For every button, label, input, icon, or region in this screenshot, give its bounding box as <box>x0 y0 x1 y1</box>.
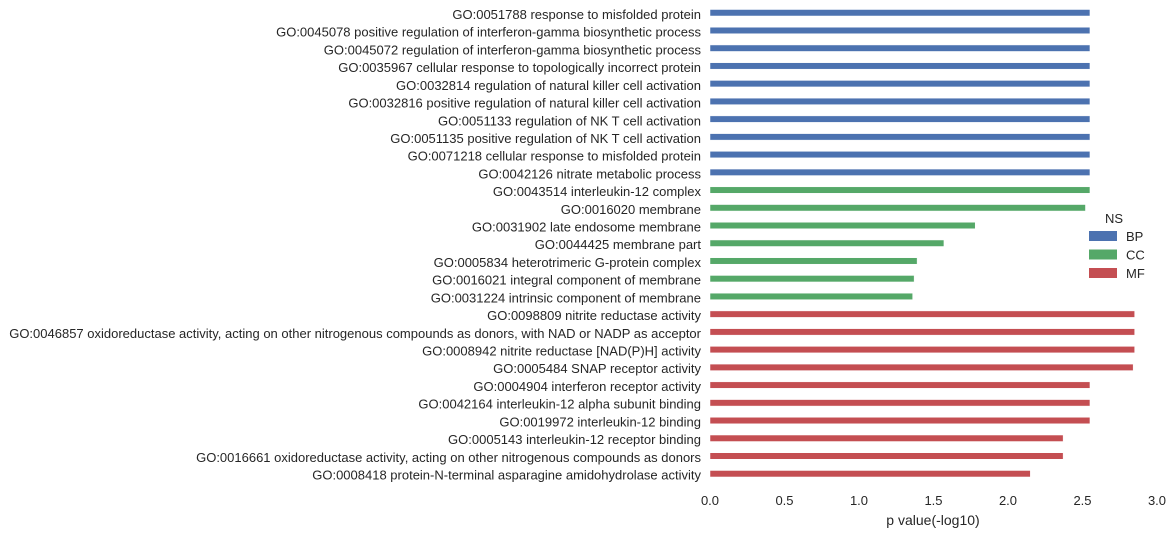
x-tick-label: 2.0 <box>999 493 1017 508</box>
category-label: GO:0004904 interferon receptor activity <box>473 379 701 394</box>
category-label: GO:0008942 nitrite reductase [NAD(P)H] a… <box>422 343 701 358</box>
x-tick-label: 0.5 <box>775 493 793 508</box>
bar-bp <box>709 168 1091 176</box>
category-label: GO:0035967 cellular response to topologi… <box>338 60 701 75</box>
category-label: GO:0043514 interleukin-12 complex <box>493 184 702 199</box>
legend-swatch-mf <box>1089 268 1117 278</box>
bar-mf <box>709 346 1135 354</box>
category-label: GO:0045078 positive regulation of interf… <box>276 25 701 40</box>
category-label: GO:0008418 protein-N-terminal asparagine… <box>312 467 701 482</box>
category-label: GO:0098809 nitrite reductase activity <box>487 308 701 323</box>
legend-swatch-cc <box>1089 249 1117 260</box>
bar-bp <box>709 62 1091 70</box>
bars-layer <box>709 9 1135 478</box>
legend-swatch-bp <box>1089 231 1117 241</box>
legend-label-bp: BP <box>1126 229 1143 244</box>
legend-label-cc: CC <box>1126 248 1145 263</box>
bar-mf <box>709 328 1135 336</box>
category-label: GO:0005484 SNAP receptor activity <box>493 361 701 376</box>
x-tick-label: 1.0 <box>850 493 868 508</box>
category-label: GO:0042126 nitrate metabolic process <box>478 166 701 181</box>
category-label: GO:0016020 membrane <box>561 202 701 217</box>
category-label: GO:0032816 positive regulation of natura… <box>348 96 701 111</box>
category-label: GO:0051788 response to misfolded protein <box>452 7 701 22</box>
category-label: GO:0031902 late endosome membrane <box>472 220 701 235</box>
x-tick-label: 0.0 <box>701 493 719 508</box>
bar-cc <box>709 257 918 265</box>
bar-bp <box>709 26 1091 34</box>
category-labels: GO:0051788 response to misfolded protein… <box>9 7 701 482</box>
bar-mf <box>709 310 1135 318</box>
bar-mf <box>709 452 1064 460</box>
bar-cc <box>709 204 1086 212</box>
bar-bp <box>709 133 1091 141</box>
bar-cc <box>709 186 1091 194</box>
bar-bp <box>709 9 1091 17</box>
legend: NS BP CC MF <box>1089 211 1145 281</box>
bar-mf <box>709 399 1091 407</box>
x-axis-ticks: 0.0 0.5 1.0 1.5 2.0 2.5 3.0 <box>701 493 1166 508</box>
category-label: GO:0071218 cellular response to misfolde… <box>408 149 701 164</box>
category-label: GO:0046857 oxidoreductase activity, acti… <box>9 326 701 341</box>
bar-bp <box>709 97 1091 105</box>
category-label: GO:0051135 positive regulation of NK T c… <box>390 131 701 146</box>
bar-cc <box>709 222 976 230</box>
legend-label-mf: MF <box>1126 266 1145 281</box>
category-label: GO:0005143 interleukin-12 receptor bindi… <box>448 432 701 447</box>
category-label: GO:0045072 regulation of interferon-gamm… <box>324 42 702 57</box>
bar-cc <box>709 292 913 300</box>
category-label: GO:0019972 interleukin-12 binding <box>499 414 701 429</box>
bar-mf <box>709 470 1031 478</box>
x-tick-label: 3.0 <box>1148 493 1166 508</box>
bar-bp <box>709 80 1091 88</box>
bar-bp <box>709 44 1091 52</box>
category-label: GO:0051133 regulation of NK T cell activ… <box>438 113 701 128</box>
x-axis-title: p value(-log10) <box>886 512 979 528</box>
category-label: GO:0031224 intrinsic component of membra… <box>431 290 701 305</box>
category-label: GO:0016021 integral component of membran… <box>432 273 701 288</box>
bar-mf <box>709 363 1134 371</box>
bar-mf <box>709 381 1091 389</box>
category-label: GO:0016661 oxidoreductase activity, acti… <box>196 450 701 465</box>
x-tick-label: 2.5 <box>1073 493 1091 508</box>
category-label: GO:0042164 interleukin-12 alpha subunit … <box>418 397 701 412</box>
category-label: GO:0032814 regulation of natural killer … <box>396 78 701 93</box>
category-label: GO:0044425 membrane part <box>535 237 702 252</box>
bar-bp <box>709 151 1091 159</box>
bar-mf <box>709 434 1064 442</box>
bar-bp <box>709 115 1091 123</box>
category-label: GO:0005834 heterotrimeric G-protein comp… <box>434 255 702 270</box>
bar-cc <box>709 239 945 247</box>
x-tick-label: 1.5 <box>924 493 942 508</box>
bar-mf <box>709 417 1091 425</box>
legend-title: NS <box>1105 211 1123 226</box>
bar-cc <box>709 275 915 283</box>
